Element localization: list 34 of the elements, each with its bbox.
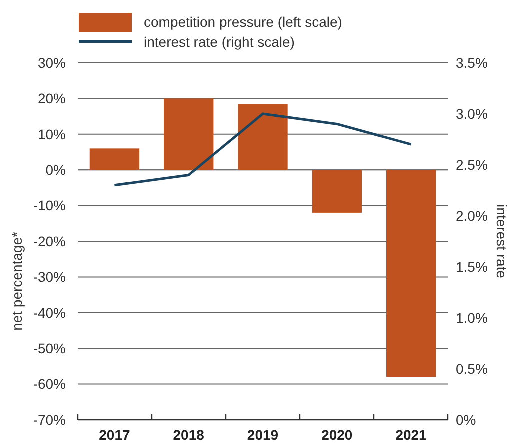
- y-tick-label: -60%: [33, 376, 66, 392]
- y2-axis-title: interest rate: [494, 204, 507, 279]
- bar: [164, 98, 214, 170]
- y-tick-label: 20%: [38, 90, 66, 107]
- y2-tick-label: 1.0%: [456, 310, 488, 326]
- y-tick-label: 30%: [38, 54, 66, 71]
- bar: [238, 104, 288, 170]
- y-tick-label: 0%: [46, 162, 66, 178]
- legend-label: competition pressure (left scale): [144, 14, 342, 30]
- y2-tick-label: 3.5%: [456, 54, 488, 71]
- x-tick-label: 2017: [99, 427, 130, 443]
- x-tick-label: 2020: [322, 427, 353, 443]
- bar: [386, 170, 436, 378]
- bar: [90, 148, 140, 170]
- y2-tick-label: 1.5%: [456, 258, 488, 275]
- x-tick-label: 2018: [173, 427, 205, 443]
- y2-tick-label: 2.5%: [456, 156, 488, 173]
- x-tick-label: 2021: [396, 427, 428, 443]
- y-tick-label: -10%: [33, 198, 66, 214]
- y-tick-label: -30%: [33, 269, 66, 286]
- y-axis-title: net percentage*: [9, 232, 25, 331]
- y2-tick-label: 2.0%: [456, 208, 488, 224]
- y-tick-label: 10%: [38, 126, 66, 142]
- bar: [312, 170, 362, 213]
- y2-tick-label: 0.5%: [456, 360, 488, 377]
- y-tick-label: -40%: [33, 304, 66, 321]
- y2-tick-label: 0%: [456, 412, 476, 428]
- x-tick-label: 2019: [247, 427, 279, 443]
- legend-label: interest rate (right scale): [144, 34, 295, 50]
- y-tick-label: -20%: [33, 233, 66, 250]
- y-tick-label: -70%: [33, 412, 66, 428]
- line-series: [113, 112, 413, 187]
- y2-tick-label: 3.0%: [456, 106, 488, 122]
- y-tick-label: -50%: [33, 340, 66, 356]
